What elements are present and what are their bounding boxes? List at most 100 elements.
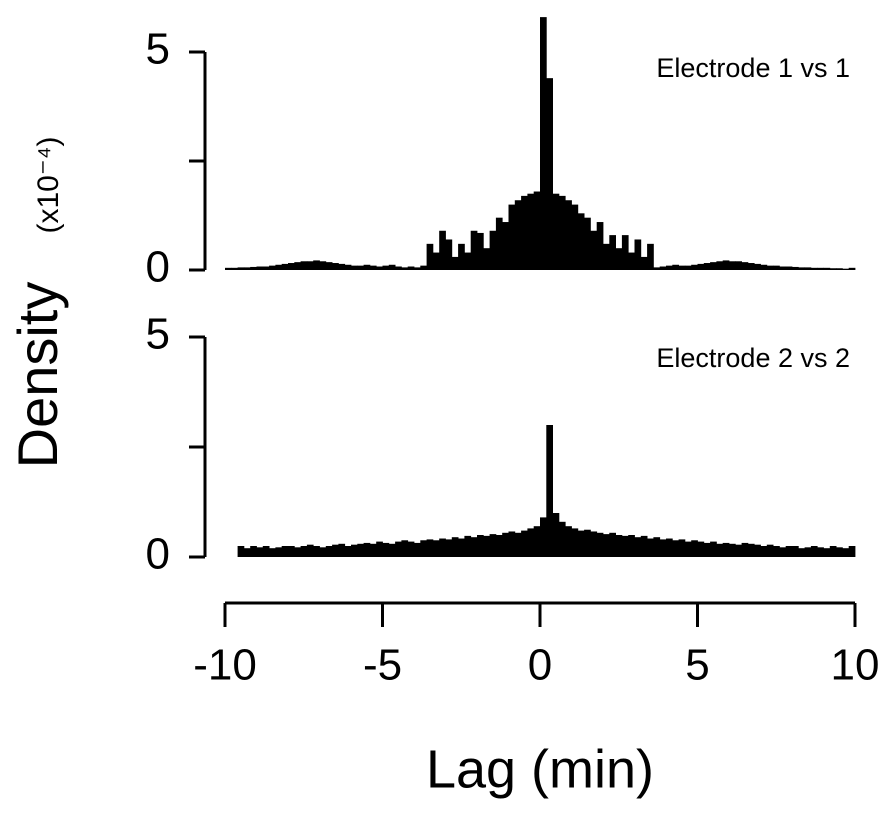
bar — [231, 267, 238, 270]
y-tick-label: 0 — [146, 243, 170, 292]
bar — [502, 532, 509, 557]
y-tick-label: 5 — [146, 310, 170, 359]
bar — [382, 542, 390, 557]
bar — [546, 78, 553, 270]
bar — [508, 531, 516, 557]
bar — [477, 232, 484, 270]
bar — [281, 546, 289, 557]
bar — [836, 268, 843, 270]
bar — [823, 548, 831, 557]
bar — [798, 548, 805, 557]
bar — [401, 540, 409, 557]
bar — [414, 267, 421, 270]
bar — [628, 535, 635, 557]
bar — [634, 537, 642, 557]
bar — [338, 263, 346, 270]
bar — [388, 264, 396, 270]
bar — [716, 261, 724, 270]
y-tick-label: 0 — [146, 530, 170, 579]
bar — [540, 517, 547, 557]
bar — [225, 267, 232, 270]
bar — [848, 546, 856, 557]
bar — [489, 230, 497, 270]
bar — [250, 546, 257, 557]
bar — [653, 537, 661, 557]
bar — [766, 544, 774, 557]
bar — [792, 546, 799, 557]
x-tick-label: 10 — [831, 641, 880, 690]
bar — [483, 535, 490, 557]
bar — [615, 248, 623, 270]
bar — [262, 546, 270, 557]
bar — [640, 256, 648, 270]
bar — [766, 265, 774, 270]
bar — [848, 267, 856, 270]
bar — [558, 195, 566, 270]
bar — [603, 534, 610, 557]
bar — [817, 547, 824, 557]
bar — [779, 266, 787, 270]
bar — [527, 193, 535, 270]
bar — [552, 513, 560, 557]
bar — [829, 546, 837, 557]
annotation: Electrode 1 vs 1 — [656, 53, 850, 83]
bar — [514, 200, 522, 270]
bar — [237, 546, 245, 557]
bar — [275, 264, 283, 270]
annotation: Electrode 2 vs 2 — [656, 343, 850, 373]
bar — [741, 542, 749, 557]
bar — [754, 263, 761, 270]
bar — [281, 263, 289, 270]
bar — [262, 266, 270, 270]
bar — [237, 267, 245, 270]
bar — [508, 204, 516, 270]
x-tick-label: -5 — [363, 641, 402, 690]
bar — [495, 535, 503, 557]
bar — [477, 535, 484, 557]
bar — [804, 267, 812, 270]
bar — [729, 261, 736, 270]
bar — [647, 243, 654, 270]
bar — [420, 265, 427, 270]
bar — [445, 239, 453, 270]
bar — [697, 263, 705, 270]
bar — [369, 543, 377, 557]
bar — [351, 265, 358, 270]
bar — [691, 264, 698, 270]
bar — [483, 248, 490, 270]
x-axis-label: Lag (min) — [426, 739, 654, 799]
bar — [401, 267, 409, 270]
bar — [521, 530, 528, 557]
bar — [621, 535, 629, 557]
x-tick-label: 0 — [528, 641, 552, 690]
bar — [502, 222, 509, 270]
bar — [615, 535, 623, 557]
bar — [584, 217, 591, 270]
bar — [577, 530, 585, 557]
bar — [464, 252, 472, 270]
bar — [275, 547, 283, 557]
bar — [451, 537, 459, 557]
bar — [634, 239, 642, 270]
bar — [382, 265, 390, 270]
bar — [590, 531, 598, 557]
bar — [432, 540, 440, 557]
bar — [533, 526, 541, 557]
bar — [760, 546, 768, 557]
bar — [250, 266, 257, 270]
bar — [577, 213, 585, 270]
bar — [773, 265, 780, 270]
bar — [363, 542, 371, 557]
bar — [533, 191, 541, 270]
bar — [735, 544, 742, 557]
bar — [558, 521, 566, 557]
bar — [640, 535, 648, 557]
bar — [540, 17, 547, 271]
bar — [647, 538, 654, 557]
bar — [609, 235, 616, 270]
bar — [785, 546, 793, 557]
bar — [546, 425, 553, 557]
bar — [414, 542, 421, 557]
y-tick-label: 5 — [146, 25, 170, 74]
bar — [810, 546, 818, 557]
